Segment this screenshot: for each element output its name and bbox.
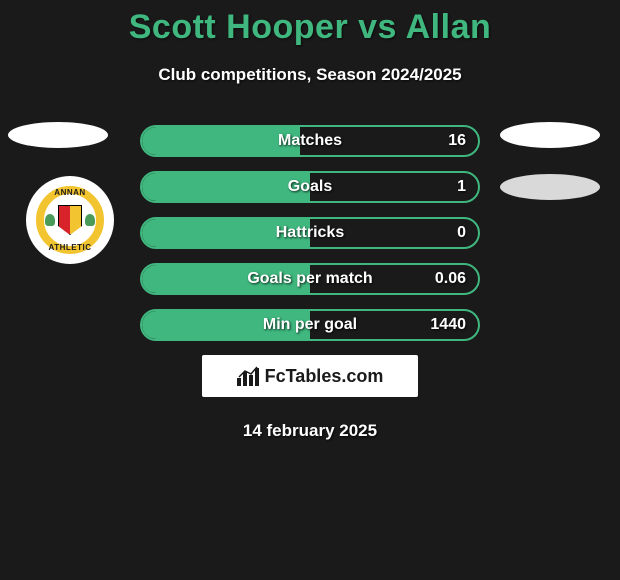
footer-date: 14 february 2025 bbox=[0, 421, 620, 441]
stat-bar-goals: Goals 1 bbox=[140, 171, 480, 203]
stat-fill bbox=[142, 127, 300, 155]
stat-value: 1 bbox=[457, 178, 466, 196]
crest-inner: ANNAN ATHLETIC bbox=[36, 186, 104, 254]
stat-value: 0.06 bbox=[435, 270, 466, 288]
stat-bar-min-per-goal: Min per goal 1440 bbox=[140, 309, 480, 341]
stat-bar-goals-per-match: Goals per match 0.06 bbox=[140, 263, 480, 295]
stat-fill bbox=[142, 219, 310, 247]
stat-bar-matches: Matches 16 bbox=[140, 125, 480, 157]
crest-text-bottom: ATHLETIC bbox=[36, 243, 104, 252]
comparison-card: Scott Hooper vs Allan Club competitions,… bbox=[0, 0, 620, 441]
player-club-placeholder bbox=[500, 174, 600, 200]
stat-bars: Matches 16 Goals 1 Hattricks 0 Goals per… bbox=[140, 125, 480, 341]
page-subtitle: Club competitions, Season 2024/2025 bbox=[0, 65, 620, 85]
player-name-placeholder bbox=[500, 122, 600, 148]
stat-value: 1440 bbox=[430, 316, 466, 334]
bars-icon bbox=[237, 366, 259, 386]
stat-fill bbox=[142, 173, 310, 201]
player-name-placeholder bbox=[8, 122, 108, 148]
branding-badge[interactable]: FcTables.com bbox=[202, 355, 418, 397]
stat-bar-hattricks: Hattricks 0 bbox=[140, 217, 480, 249]
branding-text: FcTables.com bbox=[265, 366, 384, 387]
page-title: Scott Hooper vs Allan bbox=[0, 8, 620, 47]
stat-fill bbox=[142, 311, 310, 339]
crest-thistle-icon bbox=[85, 214, 95, 226]
stat-fill bbox=[142, 265, 310, 293]
left-player-column bbox=[8, 122, 118, 174]
stat-value: 16 bbox=[448, 132, 466, 150]
crest-thistle-icon bbox=[45, 214, 55, 226]
stat-value: 0 bbox=[457, 224, 466, 242]
right-player-column bbox=[500, 122, 610, 226]
crest-text-top: ANNAN bbox=[36, 188, 104, 197]
club-crest: ANNAN ATHLETIC bbox=[26, 176, 114, 264]
